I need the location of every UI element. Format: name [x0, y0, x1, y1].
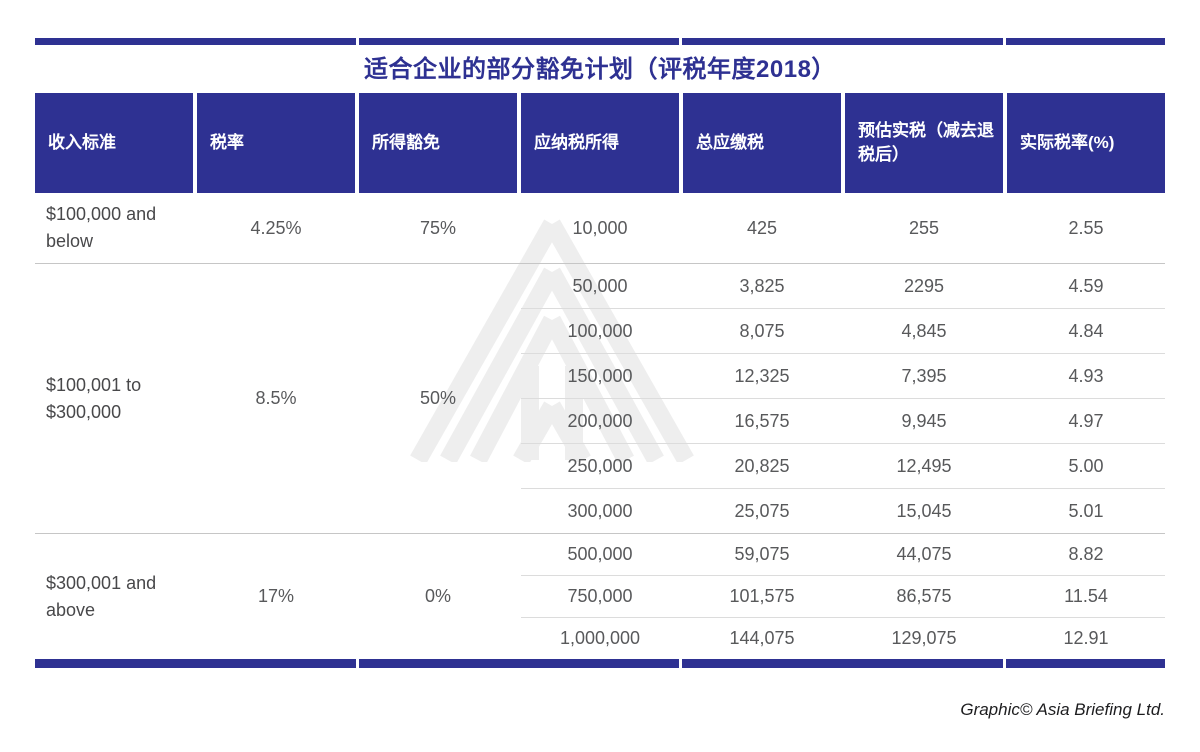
- top-rule-segment: [1006, 38, 1165, 45]
- tax-table: 适合企业的部分豁免计划（评税年度2018） 收入标准 税率 所得豁免 应纳税所得…: [35, 38, 1165, 668]
- cell-net-tax: 15,045: [896, 500, 952, 521]
- cell-gross-tax: 144,075: [729, 628, 795, 648]
- cell-net-tax: 9,945: [901, 410, 947, 431]
- cell-chargeable-income: 500,000: [567, 544, 633, 564]
- bottom-rule: [35, 659, 1165, 668]
- top-rule-segment: [358, 38, 680, 45]
- table-row: 200,000 16,575 9,945 4.97: [521, 398, 1165, 443]
- cell-net-tax: 2295: [903, 275, 945, 296]
- table-row: 300,000 25,075 15,045 5.01: [521, 488, 1165, 533]
- cell-chargeable-income: 250,000: [567, 455, 633, 476]
- cell-effective-rate: 4.93: [1068, 365, 1104, 386]
- header-chargeable-income: 应纳税所得: [521, 93, 679, 193]
- income-exemption-cell: 50%: [419, 388, 457, 408]
- cell-chargeable-income: 300,000: [567, 500, 633, 521]
- group-2-rows: 50,000 3,825 2295 4.59 100,000 8,075 4,8…: [521, 264, 1165, 533]
- header-row: 收入标准 税率 所得豁免 应纳税所得 总应缴税 预估实税（减去退税后） 实际税率…: [35, 93, 1165, 193]
- table-row: 500,000 59,075 44,075 8.82: [521, 534, 1165, 575]
- income-group-1: $100,000 and below 4.25% 75% 10,000 425 …: [35, 193, 1165, 264]
- bottom-rule-segment: [35, 659, 356, 668]
- cell-effective-rate: 5.01: [1068, 500, 1104, 521]
- tax-rate-cell: 4.25%: [250, 217, 302, 238]
- cell-effective-rate: 2.55: [1068, 217, 1104, 238]
- income-band-cell: $300,001 and above: [46, 572, 157, 620]
- income-band-cell: $100,000 and below: [46, 204, 157, 251]
- cell-effective-rate: 8.82: [1068, 544, 1104, 564]
- tax-rate-cell: 17%: [257, 586, 295, 606]
- cell-gross-tax: 12,325: [734, 365, 790, 386]
- cell-chargeable-income: 50,000: [572, 275, 628, 296]
- header-estimated-net-tax: 预估实税（减去退税后）: [845, 93, 1003, 193]
- income-exemption-cell: 75%: [419, 217, 457, 238]
- cell-effective-rate: 11.54: [1064, 586, 1108, 606]
- cell-net-tax: 86,575: [896, 586, 952, 606]
- cell-gross-tax: 20,825: [734, 455, 790, 476]
- cell-net-tax: 7,395: [901, 365, 947, 386]
- cell-net-tax: 12,495: [896, 455, 952, 476]
- income-exemption-cell: 0%: [424, 586, 451, 606]
- top-rule-segment: [35, 38, 356, 45]
- cell-gross-tax: 101,575: [729, 586, 795, 606]
- cell-effective-rate: 4.84: [1068, 320, 1104, 341]
- header-tax-rate: 税率: [197, 93, 355, 193]
- cell-effective-rate: 4.59: [1068, 275, 1104, 296]
- cell-chargeable-income: 10,000: [572, 217, 628, 238]
- table-row: 10,000 425 255 2.55: [521, 193, 1165, 263]
- header-gross-tax-payable: 总应缴税: [683, 93, 841, 193]
- group-3-rows: 500,000 59,075 44,075 8.82 750,000 101,5…: [521, 534, 1165, 659]
- group-1-rows: 10,000 425 255 2.55: [521, 193, 1165, 263]
- income-band-cell: $100,001 to $300,000: [46, 374, 142, 422]
- header-income-band: 收入标准: [35, 93, 193, 193]
- table-row: 150,000 12,325 7,395 4.93: [521, 353, 1165, 398]
- cell-chargeable-income: 150,000: [567, 365, 633, 386]
- cell-chargeable-income: 1,000,000: [559, 628, 641, 648]
- income-group-2: $100,001 to $300,000 8.5% 50% 50,000 3,8…: [35, 264, 1165, 534]
- cell-gross-tax: 16,575: [734, 410, 790, 431]
- top-rule: [35, 38, 1165, 45]
- table-row: 750,000 101,575 86,575 11.54: [521, 575, 1165, 617]
- cell-net-tax: 255: [908, 217, 940, 238]
- table-row: 1,000,000 144,075 129,075 12.91: [521, 617, 1165, 659]
- table-row: 50,000 3,825 2295 4.59: [521, 264, 1165, 308]
- cell-effective-rate: 12.91: [1063, 628, 1109, 648]
- cell-net-tax: 4,845: [901, 320, 947, 341]
- tax-rate-cell: 8.5%: [255, 388, 297, 408]
- cell-effective-rate: 5.00: [1068, 455, 1104, 476]
- cell-chargeable-income: 200,000: [567, 410, 633, 431]
- cell-chargeable-income: 750,000: [567, 586, 633, 606]
- cell-gross-tax: 425: [746, 217, 778, 238]
- cell-net-tax: 44,075: [896, 544, 952, 564]
- table-row: 100,000 8,075 4,845 4.84: [521, 308, 1165, 353]
- header-effective-rate: 实际税率(%): [1007, 93, 1165, 193]
- top-rule-segment: [682, 38, 1004, 45]
- income-group-3: $300,001 and above 17% 0% 500,000 59,075…: [35, 534, 1165, 659]
- header-income-exemption: 所得豁免: [359, 93, 517, 193]
- cell-gross-tax: 8,075: [739, 320, 785, 341]
- cell-gross-tax: 59,075: [734, 544, 790, 564]
- table-row: 250,000 20,825 12,495 5.00: [521, 443, 1165, 488]
- credit-line: Graphic© Asia Briefing Ltd.: [960, 700, 1165, 719]
- cell-net-tax: 129,075: [891, 628, 957, 648]
- cell-chargeable-income: 100,000: [567, 320, 633, 341]
- bottom-rule-segment: [682, 659, 1004, 668]
- bottom-rule-segment: [1006, 659, 1165, 668]
- cell-gross-tax: 25,075: [734, 500, 790, 521]
- cell-effective-rate: 4.97: [1068, 410, 1104, 431]
- cell-gross-tax: 3,825: [739, 275, 785, 296]
- bottom-rule-segment: [358, 659, 680, 668]
- table-title: 适合企业的部分豁免计划（评税年度2018）: [364, 56, 836, 83]
